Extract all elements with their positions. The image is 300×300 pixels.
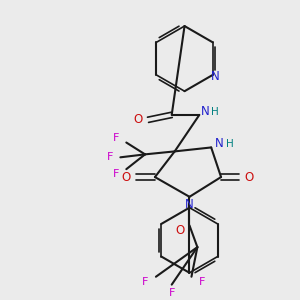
Text: F: F xyxy=(169,287,175,298)
Text: F: F xyxy=(199,277,206,287)
Text: N: N xyxy=(211,70,220,83)
Text: N: N xyxy=(215,137,224,150)
Text: F: F xyxy=(113,169,120,179)
Text: F: F xyxy=(113,133,120,142)
Text: F: F xyxy=(107,152,114,162)
Text: O: O xyxy=(175,224,184,237)
Text: O: O xyxy=(134,113,143,126)
Text: H: H xyxy=(226,139,234,148)
Text: H: H xyxy=(211,107,219,117)
Text: F: F xyxy=(142,277,148,287)
Text: N: N xyxy=(201,105,210,119)
Text: N: N xyxy=(185,198,194,211)
Text: O: O xyxy=(122,171,131,184)
Text: O: O xyxy=(244,171,253,184)
